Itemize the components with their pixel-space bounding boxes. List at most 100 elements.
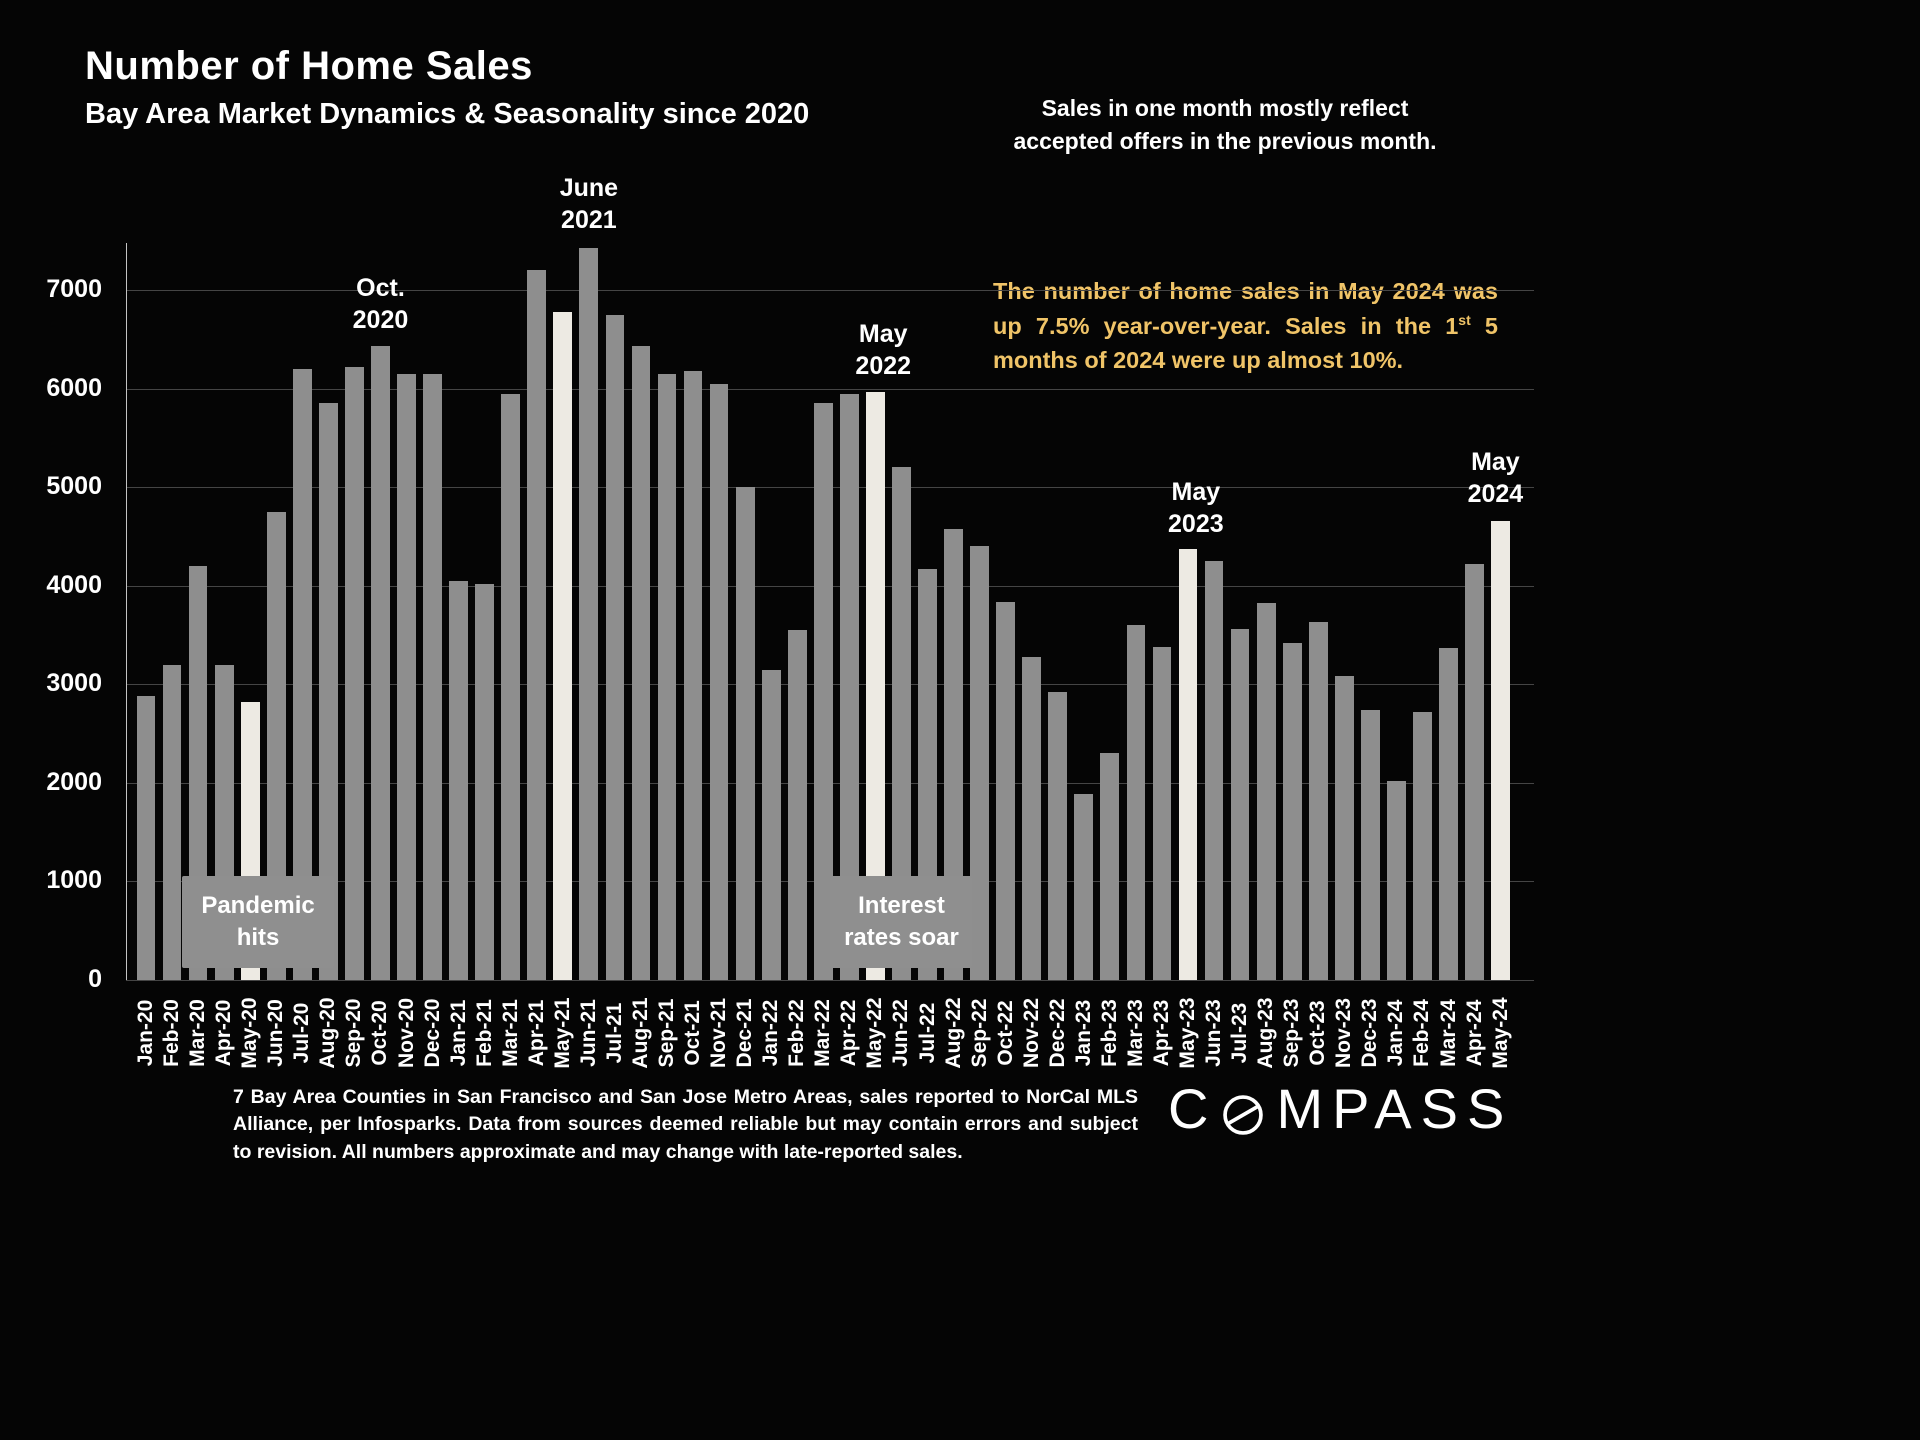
bar-Aug-21 <box>631 346 651 980</box>
x-axis-label: Dec-23 <box>1358 998 1382 1068</box>
bar-Nov-21 <box>709 383 729 980</box>
compass-o-icon <box>1220 1086 1266 1135</box>
x-axis-label: Jun-20 <box>264 999 288 1067</box>
bar-Jan-23 <box>1074 793 1094 980</box>
bar-Feb-23 <box>1100 753 1120 980</box>
x-axis-label: Dec-21 <box>733 998 757 1068</box>
bar-Oct-20 <box>371 346 390 980</box>
logo-letter-c: C <box>1168 1077 1218 1140</box>
bar-May-24 <box>1491 520 1510 980</box>
x-axis-label: Feb-21 <box>472 999 496 1067</box>
x-axis-label: Nov-23 <box>1332 997 1356 1069</box>
x-axis-label: Jul-21 <box>602 1002 626 1064</box>
annotation-may-2023: May 2023 <box>1168 478 1224 538</box>
x-axis-label: Dec-22 <box>1045 998 1069 1068</box>
bar-Sep-23 <box>1282 642 1302 980</box>
y-axis-label: 3000 <box>46 669 102 698</box>
annotation-may-2024: May 2024 <box>1467 448 1524 508</box>
top-note: Sales in one month mostly reflect accept… <box>1013 95 1437 154</box>
x-axis-label: Dec-20 <box>420 998 444 1068</box>
compass-logo: C MPASS <box>1168 1076 1513 1141</box>
y-axis-label: 5000 <box>46 472 102 501</box>
x-axis-label: Jan-23 <box>1071 999 1095 1067</box>
logo-letters-mpass: MPASS <box>1276 1077 1514 1140</box>
bar-Dec-23 <box>1360 709 1380 980</box>
gridline-0 <box>126 980 1534 981</box>
x-axis-label: Apr-24 <box>1462 999 1486 1067</box>
x-axis-label: Aug-22 <box>941 997 965 1069</box>
x-axis-label: Jan-24 <box>1384 999 1408 1067</box>
x-axis-label: Jun-21 <box>576 999 600 1067</box>
bar-May-22 <box>866 391 885 980</box>
x-axis-label: Feb-22 <box>785 999 809 1067</box>
bar-Aug-20 <box>318 403 338 980</box>
x-axis-label: Sep-23 <box>1280 998 1304 1068</box>
x-axis-label: Apr-23 <box>1149 999 1173 1067</box>
x-axis-label: Feb-23 <box>1097 999 1121 1067</box>
bar-Aug-23 <box>1256 603 1276 980</box>
y-axis-label: 1000 <box>46 866 102 895</box>
x-axis-label: Apr-20 <box>212 999 236 1067</box>
bar-Jun-21 <box>579 247 599 980</box>
bar-Feb-21 <box>475 583 495 980</box>
x-axis-label: Sep-22 <box>967 998 991 1068</box>
bar-Sep-20 <box>345 366 364 980</box>
page-subtitle: Bay Area Market Dynamics & Seasonality s… <box>85 98 810 130</box>
x-axis-label: Jun-22 <box>889 999 913 1067</box>
x-axis-label: Sep-20 <box>342 998 366 1068</box>
event-box-pandemic-hits: Pandemic hits <box>182 876 335 968</box>
bar-Jun-23 <box>1204 561 1224 980</box>
x-axis-label: May-23 <box>1176 997 1200 1069</box>
y-axis-label: 7000 <box>46 275 102 303</box>
event-box-interest-rates-soar: Interest rates soar <box>830 876 973 968</box>
x-axis-label: Apr-21 <box>524 999 548 1067</box>
bar-Jul-21 <box>605 314 625 980</box>
x-axis-label: Mar-23 <box>1123 999 1147 1067</box>
bar-Apr-21 <box>527 270 547 980</box>
x-axis-label: Oct-20 <box>368 1000 392 1066</box>
y-axis-label: 2000 <box>46 767 102 796</box>
highlight-text-part2: 5 months of 2024 were up almost 10%. <box>993 312 1498 374</box>
bar-Nov-23 <box>1334 676 1354 980</box>
x-axis-label: Jan-22 <box>759 999 783 1067</box>
x-axis-label: Jul-23 <box>1228 1002 1252 1064</box>
x-axis-label: May-21 <box>550 997 574 1069</box>
bar-Jul-20 <box>292 368 312 980</box>
bar-May-21 <box>553 311 573 980</box>
x-axis-label: Mar-24 <box>1436 999 1460 1067</box>
bar-Jan-22 <box>761 669 781 980</box>
bar-Apr-24 <box>1465 564 1484 980</box>
x-axis-label: May-22 <box>863 997 887 1069</box>
bar-Jan-21 <box>449 580 468 980</box>
bar-Nov-20 <box>397 373 416 980</box>
y-axis-line <box>126 243 127 980</box>
x-axis-label: Mar-20 <box>186 999 210 1067</box>
y-axis-label: 4000 <box>46 570 102 599</box>
x-axis-label: Mar-21 <box>498 999 522 1067</box>
x-axis-label: Feb-24 <box>1410 999 1434 1067</box>
x-axis-label: Nov-22 <box>1019 997 1043 1069</box>
x-axis-label: Jan-20 <box>134 999 158 1067</box>
x-axis-label: Jun-23 <box>1202 999 1226 1067</box>
bar-Feb-24 <box>1413 711 1432 980</box>
x-axis-label: Oct-22 <box>993 1000 1017 1066</box>
annotation-oct-2020: Oct. 2020 <box>352 274 409 334</box>
bar-Nov-22 <box>1022 656 1042 980</box>
gridline-6000 <box>126 388 1534 390</box>
y-axis-label: 6000 <box>46 373 102 402</box>
bar-Apr-23 <box>1152 646 1172 980</box>
y-axis-label: 0 <box>88 965 102 993</box>
x-axis-label: Jul-20 <box>290 1002 314 1064</box>
x-axis-label: Nov-21 <box>707 997 731 1069</box>
gridline-7000 <box>126 290 1534 291</box>
x-axis-label: Feb-20 <box>160 999 184 1067</box>
bar-Feb-20 <box>162 664 182 980</box>
bar-Jan-20 <box>136 696 156 980</box>
bar-Dec-21 <box>735 487 755 980</box>
bar-Sep-22 <box>970 546 989 980</box>
bar-Mar-21 <box>501 393 521 980</box>
x-axis-label: Jul-22 <box>915 1002 939 1064</box>
highlight-text-part1: The number of home sales in May 2024 was… <box>993 278 1498 339</box>
